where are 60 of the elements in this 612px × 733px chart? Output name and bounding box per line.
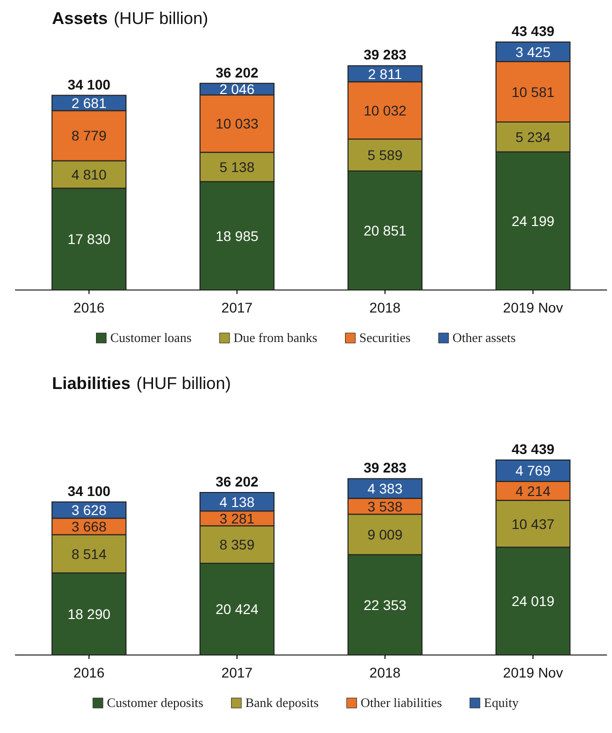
data-label: 2 046 [219, 81, 255, 98]
x-tick-label: 2018 [369, 664, 401, 680]
legend-label: Customer loans [110, 330, 192, 345]
total-label: 39 283 [364, 46, 407, 63]
data-label: 24 019 [512, 593, 555, 610]
chart-subtitle: (HUF billion) [114, 9, 208, 28]
data-label: 8 359 [219, 536, 255, 553]
x-tick-label: 2017 [221, 299, 253, 316]
x-tick-label: 2016 [73, 299, 105, 316]
total-label: 43 439 [512, 441, 555, 457]
data-label: 4 810 [71, 166, 107, 182]
legend-label: Other liabilities [360, 695, 442, 710]
total-label: 34 100 [68, 482, 111, 499]
total-label: 36 202 [216, 473, 259, 490]
data-label: 22 353 [364, 596, 407, 613]
data-label: 8 514 [71, 546, 107, 562]
data-label: 3 425 [515, 44, 551, 60]
data-label: 2 811 [368, 66, 402, 82]
total-label: 39 283 [364, 460, 407, 476]
chart-title: Liabilities [52, 374, 130, 393]
data-label: 4 383 [367, 480, 403, 496]
chart-title: Assets [52, 9, 108, 28]
data-label: 3 538 [367, 498, 403, 514]
chart-subtitle: (HUF billion) [136, 374, 231, 393]
legend-label: Other assets [452, 330, 516, 345]
data-label: 2 681 [71, 94, 107, 111]
data-label: 5 138 [219, 158, 255, 175]
data-label: 4 214 [515, 482, 551, 499]
legend-label: Bank deposits [245, 695, 319, 710]
data-label: 10 032 [364, 102, 407, 118]
total-label: 36 202 [216, 64, 259, 80]
data-label: 8 779 [71, 128, 107, 144]
legend-label: Equity [484, 695, 520, 710]
data-label: 18 290 [68, 606, 111, 622]
data-label: 24 199 [512, 212, 555, 229]
legend-label: Due from banks [234, 330, 318, 345]
data-label: 9 009 [367, 526, 403, 542]
total-label: 34 100 [68, 76, 111, 92]
data-label: 10 581 [512, 84, 555, 100]
data-label: 3 628 [71, 502, 107, 518]
legend-label: Securities [359, 330, 411, 345]
x-tick-label: 2019 Nov [503, 664, 563, 680]
x-tick-label: 2018 [369, 299, 401, 316]
data-label: 5 589 [367, 147, 403, 164]
data-label: 17 830 [68, 231, 111, 248]
data-label: 3 668 [71, 518, 107, 534]
data-label: 4 138 [219, 494, 255, 510]
data-label: 10 033 [216, 116, 259, 132]
data-label: 20 851 [364, 222, 407, 238]
data-label: 3 281 [219, 510, 255, 526]
data-label: 18 985 [216, 228, 259, 244]
data-label: 5 234 [515, 128, 551, 145]
x-tick-label: 2016 [73, 664, 105, 680]
data-label: 4 769 [515, 462, 551, 479]
x-tick-label: 2019 Nov [503, 299, 563, 316]
total-label: 43 439 [512, 23, 555, 39]
x-tick-label: 2017 [221, 664, 253, 680]
data-label: 10 437 [512, 516, 555, 532]
data-label: 20 424 [216, 601, 259, 618]
legend-label: Customer deposits [106, 695, 204, 710]
